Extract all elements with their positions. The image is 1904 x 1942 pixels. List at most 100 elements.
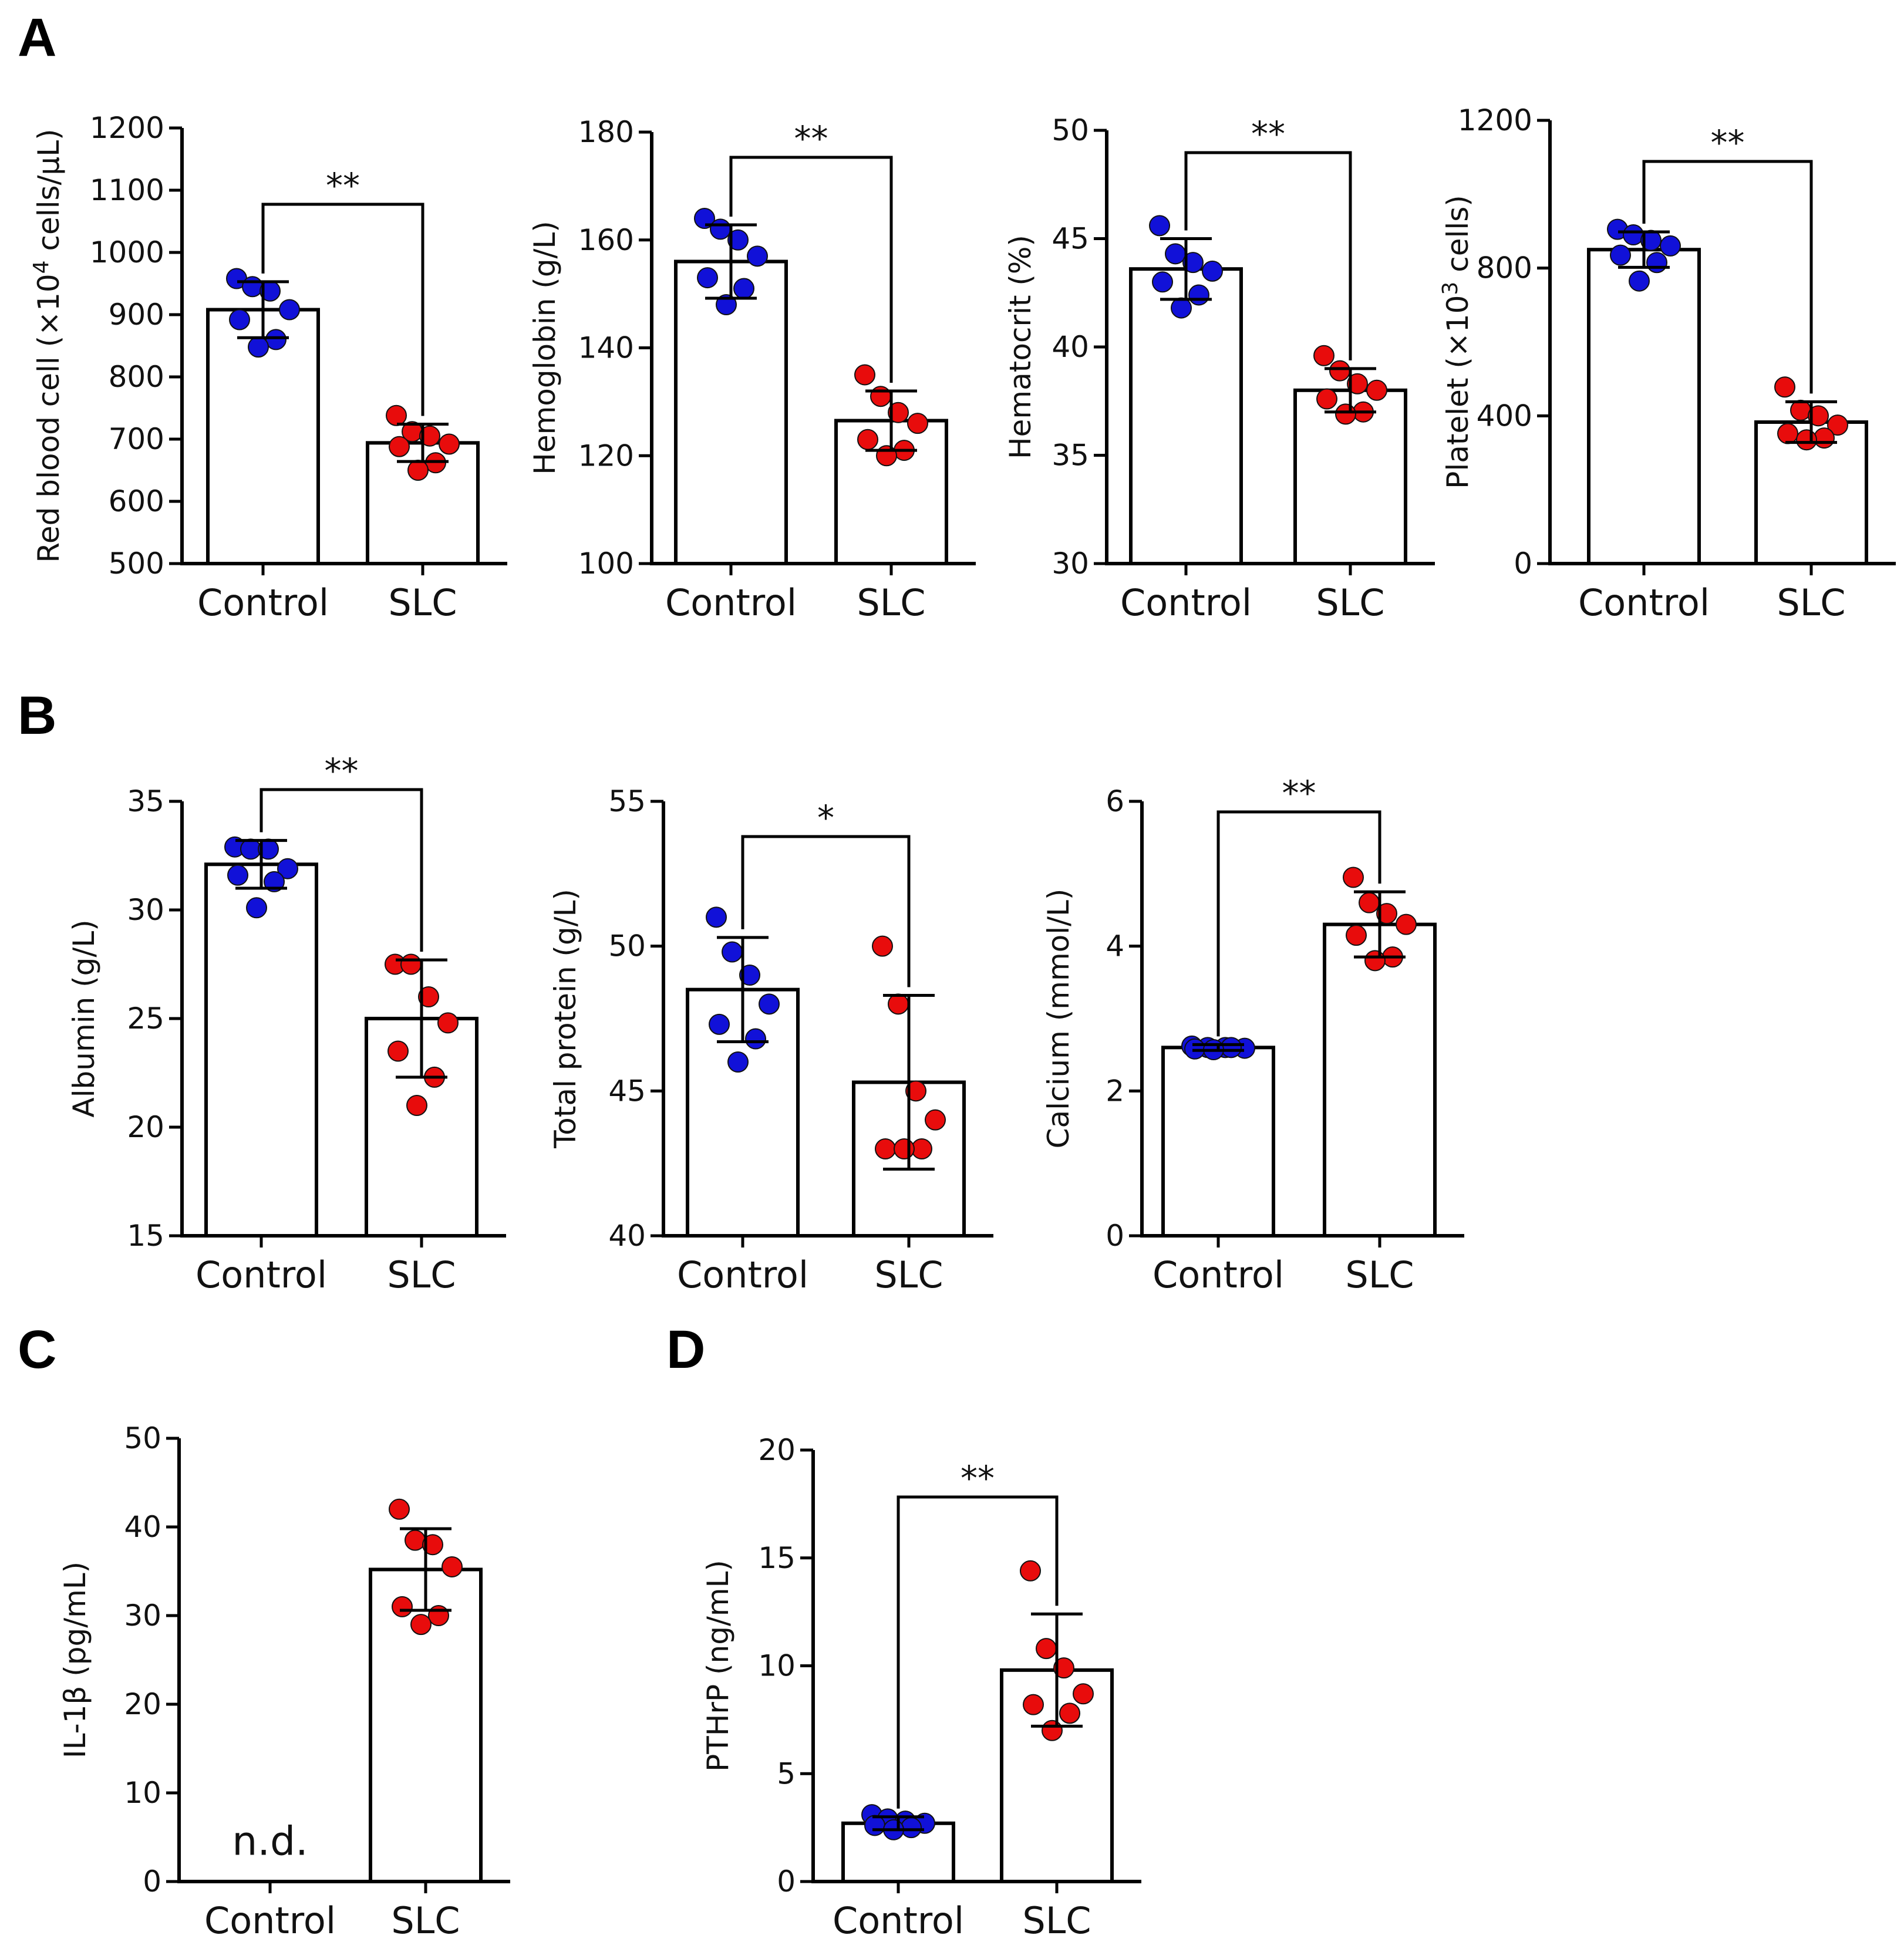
category-label-control: Control <box>1578 581 1710 624</box>
point-control <box>264 871 285 892</box>
point-control <box>727 229 749 251</box>
point-control <box>694 208 715 229</box>
point-control <box>901 1817 922 1839</box>
point-slc <box>894 1138 915 1159</box>
point-slc <box>911 1138 932 1159</box>
point-slc <box>888 402 909 423</box>
point-slc <box>389 1498 410 1520</box>
point-slc <box>407 460 429 481</box>
y-tick-label: 30 <box>1052 547 1089 581</box>
point-slc <box>1366 379 1387 401</box>
point-slc <box>1774 376 1795 398</box>
point-slc <box>1359 892 1380 913</box>
category-label-slc: SLC <box>1316 581 1384 624</box>
point-slc <box>1346 925 1367 946</box>
y-tick-label: 6 <box>1106 784 1124 818</box>
point-control <box>1171 297 1192 319</box>
bar-slc <box>1323 922 1437 1238</box>
point-slc <box>907 413 928 434</box>
point-slc <box>442 1556 463 1577</box>
y-tick-label: 800 <box>109 360 164 394</box>
point-slc <box>925 1109 946 1131</box>
significance-label: ** <box>961 1458 995 1498</box>
point-slc <box>1036 1638 1057 1660</box>
significance-label: ** <box>325 751 359 791</box>
point-control <box>739 965 760 986</box>
y-axis-label: Hematocrit (%) <box>1003 235 1037 459</box>
point-slc <box>439 433 460 455</box>
point-control <box>733 278 754 299</box>
point-control <box>1610 244 1631 266</box>
point-slc <box>1335 403 1356 425</box>
point-control <box>1640 230 1662 251</box>
y-tick-label: 50 <box>1052 113 1089 147</box>
y-tick-label: 2 <box>1106 1074 1124 1108</box>
chart-hematocrit: 30 35 40 45 50 Control SLC Hematocrit (%) ** <box>1003 113 1435 624</box>
y-axis-label: Calcium (mmol/L) <box>1042 889 1076 1149</box>
chart-albumin: 15 20 25 30 35 Control SLC Albumin (g/L) ** <box>67 751 506 1296</box>
y-tick-label: 15 <box>127 1219 164 1253</box>
y-tick-label: 55 <box>608 784 646 818</box>
significance-label: ** <box>326 166 360 205</box>
y-tick-label: 25 <box>127 1002 164 1036</box>
y-tick-label: 20 <box>127 1110 164 1144</box>
y-tick-label: 0 <box>1106 1219 1124 1253</box>
point-control <box>1623 224 1644 246</box>
bar-control <box>841 1821 955 1883</box>
y-tick-label: 50 <box>608 929 646 963</box>
y-tick-label: 1200 <box>90 111 164 145</box>
point-control <box>697 267 718 289</box>
bar-control <box>204 862 318 1238</box>
chart-platelet: 0 400 800 1200 Control SLC Platelet (×103 cell… <box>1438 103 1896 624</box>
category-label-slc: SLC <box>1022 1899 1091 1942</box>
point-control <box>1660 235 1681 257</box>
significance-bracket <box>741 835 911 987</box>
point-slc <box>1059 1702 1080 1724</box>
y-tick-label: 0 <box>1514 547 1532 581</box>
point-control <box>710 218 731 240</box>
point-control <box>747 245 768 267</box>
y-tick-label: 30 <box>127 893 164 927</box>
y-axis-label: Total protein (g/L) <box>548 889 582 1149</box>
y-tick-label: 50 <box>124 1421 161 1455</box>
point-control <box>745 1028 766 1050</box>
significance-bracket <box>1216 810 1381 1037</box>
category-label-control: Control <box>1120 581 1252 624</box>
point-slc <box>905 1080 926 1102</box>
y-tick-label: 4 <box>1106 929 1124 963</box>
point-slc <box>419 425 440 447</box>
category-label-slc: SLC <box>387 1253 456 1296</box>
point-slc <box>854 364 875 386</box>
chart-pthrp: 0 5 10 15 20 Control SLC PTHrP (ng/mL) ** <box>701 1433 1141 1942</box>
point-control <box>759 993 780 1015</box>
point-control <box>265 329 287 350</box>
y-axis-label: Red blood cell (×104 cells/µL) <box>29 129 66 562</box>
point-slc <box>1790 399 1811 421</box>
y-tick-label: 1100 <box>90 173 164 207</box>
y-tick-label: 600 <box>109 484 164 518</box>
significance-label: ** <box>1711 123 1745 163</box>
y-tick-label: 10 <box>124 1776 161 1810</box>
y-axis-label: PTHrP (ng/mL) <box>701 1560 735 1772</box>
point-control <box>242 276 263 298</box>
point-slc <box>1020 1560 1041 1582</box>
y-tick-label: 40 <box>124 1510 161 1544</box>
y-tick-label: 1000 <box>90 235 164 269</box>
point-control <box>1149 215 1170 237</box>
y-tick-label: 0 <box>777 1865 796 1899</box>
chart-il1b: 0 10 20 30 40 50 Control SLC IL-1β (pg/mL) n.d. <box>58 1421 510 1942</box>
point-slc <box>1808 405 1829 427</box>
point-slc <box>422 1534 443 1556</box>
chart-red-blood-cell: 500 600 700 800 900 1000 1100 1200 Control SLC Red… <box>29 111 507 624</box>
point-slc <box>870 386 891 407</box>
panel-letter-c: C <box>18 1320 56 1380</box>
y-tick-label: 900 <box>109 298 164 332</box>
significance-bracket <box>729 156 893 383</box>
point-slc <box>872 935 893 957</box>
point-slc <box>405 1529 426 1551</box>
y-tick-label: 45 <box>608 1074 646 1108</box>
y-tick-label: 10 <box>758 1649 796 1683</box>
significance-bracket <box>1642 160 1813 394</box>
point-slc <box>400 953 422 975</box>
